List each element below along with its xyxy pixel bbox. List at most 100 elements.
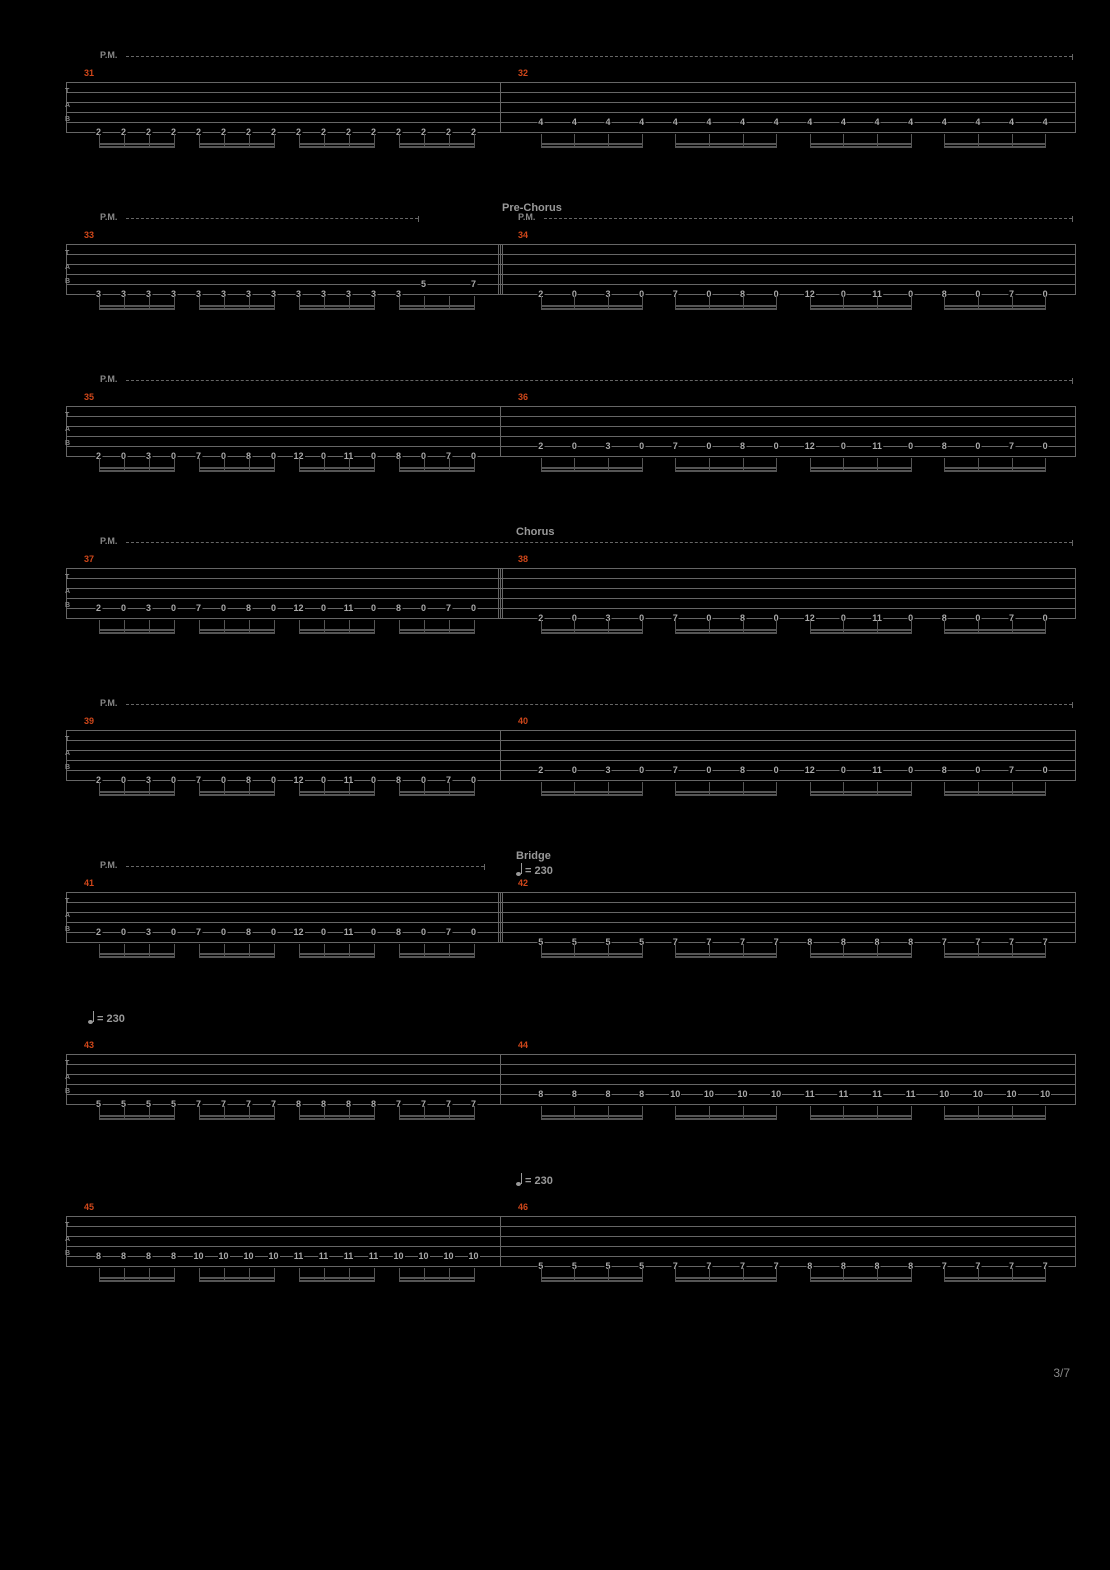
fret-number: 8 <box>120 1251 127 1261</box>
fret-number: 8 <box>638 1089 645 1099</box>
bar-number: 41 <box>84 878 94 888</box>
fret-number: 2 <box>537 441 544 451</box>
tab-clef-letter: B <box>65 1249 70 1258</box>
tab-clef-letter: A <box>65 101 70 110</box>
tab-system: = 2304546TAB8888101010101111111110101010… <box>30 1174 1080 1294</box>
fret-number: 10 <box>442 1251 454 1261</box>
fret-number: 12 <box>804 765 816 775</box>
tab-clef-letter: A <box>65 911 70 920</box>
fret-number: 0 <box>170 603 177 613</box>
fret-number: 0 <box>705 765 712 775</box>
fret-number: 12 <box>804 441 816 451</box>
fret-number: 0 <box>270 927 277 937</box>
fret-number: 2 <box>95 927 102 937</box>
fret-number: 0 <box>470 603 477 613</box>
bar-number: 33 <box>84 230 94 240</box>
fret-number: 5 <box>420 279 427 289</box>
fret-number: 4 <box>739 117 746 127</box>
bar-number: 40 <box>518 716 528 726</box>
fret-number: 0 <box>370 927 377 937</box>
fret-number: 0 <box>638 765 645 775</box>
tab-staff: TAB2030708012011080705555777788887777 <box>66 892 1076 942</box>
tab-system: P.M.Bridge= 2304142TAB203070801201108070… <box>30 850 1080 970</box>
fret-number: 4 <box>537 117 544 127</box>
fret-number: 10 <box>972 1089 984 1099</box>
tab-clef-letter: A <box>65 1073 70 1082</box>
fret-number: 7 <box>445 603 452 613</box>
fret-number: 10 <box>703 1089 715 1099</box>
fret-number: 7 <box>1008 441 1015 451</box>
tab-system: P.M.3132TAB22222222222222224444444444444… <box>30 40 1080 160</box>
fret-number: 4 <box>1008 117 1015 127</box>
fret-number: 11 <box>871 1089 883 1099</box>
fret-number: 0 <box>1042 441 1049 451</box>
tab-clef-letter: T <box>65 897 69 906</box>
fret-number: 0 <box>840 441 847 451</box>
fret-number: 0 <box>170 927 177 937</box>
fret-number: 0 <box>571 765 578 775</box>
fret-number: 4 <box>705 117 712 127</box>
fret-number: 4 <box>638 117 645 127</box>
fret-number: 11 <box>804 1089 816 1099</box>
fret-number: 0 <box>320 603 327 613</box>
fret-number: 0 <box>571 441 578 451</box>
fret-number: 4 <box>874 117 881 127</box>
fret-number: 11 <box>871 441 883 451</box>
tab-clef-letter: A <box>65 1235 70 1244</box>
tab-clef-letter: B <box>65 115 70 124</box>
tab-clef-letter: A <box>65 587 70 596</box>
fret-number: 7 <box>672 441 679 451</box>
palm-mute-label: P.M. <box>100 536 117 546</box>
fret-number: 10 <box>737 1089 749 1099</box>
bar-number: 42 <box>518 878 528 888</box>
fret-number: 11 <box>905 1089 917 1099</box>
fret-number: 0 <box>420 927 427 937</box>
fret-number: 11 <box>343 603 355 613</box>
tab-system: = 2304344TAB5555777788887777888810101010… <box>30 1012 1080 1132</box>
fret-number: 2 <box>537 765 544 775</box>
fret-number: 0 <box>773 441 780 451</box>
bar-number: 35 <box>84 392 94 402</box>
palm-mute-label: P.M. <box>100 860 117 870</box>
tab-clef-letter: B <box>65 277 70 286</box>
tab-clef-letter: B <box>65 601 70 610</box>
tab-clef-letter: A <box>65 263 70 272</box>
fret-number: 3 <box>145 603 152 613</box>
fret-number: 10 <box>770 1089 782 1099</box>
fret-number: 10 <box>938 1089 950 1099</box>
tab-clef-letter: T <box>65 249 69 258</box>
bar-number: 37 <box>84 554 94 564</box>
tab-system: P.M.3536TAB20307080120110807020307080120… <box>30 364 1080 484</box>
fret-number: 10 <box>1006 1089 1018 1099</box>
fret-number: 0 <box>370 603 377 613</box>
tab-clef-letter: T <box>65 411 69 420</box>
tab-clef-letter: T <box>65 1059 69 1068</box>
tab-system: P.M.3940TAB20307080120110807020307080120… <box>30 688 1080 808</box>
fret-number: 0 <box>270 603 277 613</box>
bar-number: 31 <box>84 68 94 78</box>
tab-clef-letter: T <box>65 1221 69 1230</box>
fret-number: 8 <box>739 441 746 451</box>
bar-number: 46 <box>518 1202 528 1212</box>
fret-number: 7 <box>672 765 679 775</box>
fret-number: 11 <box>838 1089 850 1099</box>
fret-number: 8 <box>537 1089 544 1099</box>
fret-number: 10 <box>242 1251 254 1261</box>
fret-number: 10 <box>217 1251 229 1261</box>
fret-number: 0 <box>773 765 780 775</box>
fret-number: 3 <box>605 441 612 451</box>
fret-number: 4 <box>1042 117 1049 127</box>
fret-number: 11 <box>318 1251 330 1261</box>
section-label: Bridge <box>516 850 551 862</box>
fret-number: 8 <box>245 927 252 937</box>
fret-number: 10 <box>417 1251 429 1261</box>
tab-clef-letter: B <box>65 925 70 934</box>
section-label: Pre-Chorus <box>502 202 562 214</box>
tab-clef-letter: A <box>65 425 70 434</box>
fret-number: 12 <box>292 927 304 937</box>
fret-number: 11 <box>343 927 355 937</box>
tab-staff: TAB5555777788887777888810101010111111111… <box>66 1054 1076 1104</box>
tempo-marking: = 230 <box>516 864 553 877</box>
fret-number: 7 <box>445 927 452 937</box>
tab-page: { "page_number": "3/7", "colors": { "bg"… <box>0 0 1110 1356</box>
